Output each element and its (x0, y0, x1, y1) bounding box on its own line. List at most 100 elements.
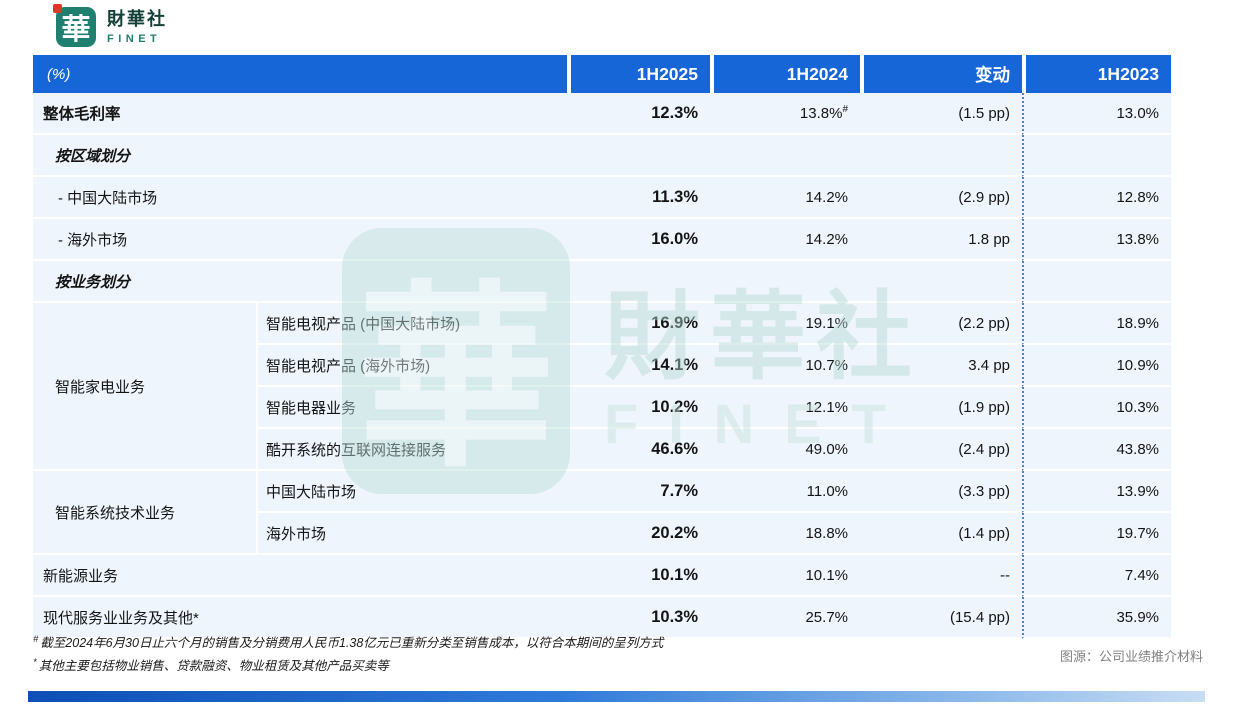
brand-header: 華 財華社 FINET (53, 4, 167, 47)
col-header-change: 变动 (860, 55, 1023, 93)
footnote-line: * 其他主要包括物业销售、贷款融资、物业租赁及其他产品买卖等 (33, 653, 663, 676)
value-1h2025-cell: 16.0% (567, 219, 711, 261)
footnote-line: # 截至2024年6月30日止六个月的销售及分销费用人民币1.38亿元已重新分类至… (33, 630, 663, 653)
footnote-mark: # (33, 634, 39, 645)
value-1h2023-cell: 10.3% (1022, 387, 1172, 429)
value-change-cell: (1.4 pp) (860, 513, 1023, 555)
table-row: 按业务划分 (33, 261, 1172, 303)
value-1h2024-cell: 12.1% (710, 387, 861, 429)
footnotes: # 截至2024年6月30日止六个月的销售及分销费用人民币1.38亿元已重新分类至… (33, 630, 663, 676)
value-change-cell: (2.4 pp) (860, 429, 1023, 471)
value-1h2025-cell: 16.9% (567, 303, 711, 345)
row-label-cell: 整体毛利率 (33, 93, 568, 135)
empty-cell (710, 261, 861, 303)
value-1h2024-cell: 25.7% (710, 597, 861, 639)
value-change-cell: (3.3 pp) (860, 471, 1023, 513)
empty-cell (1022, 261, 1172, 303)
sub-label-cell: 酷开系统的互联网连接服务 (258, 429, 568, 471)
value-1h2025-cell: 10.3% (567, 597, 711, 639)
empty-cell (710, 135, 861, 177)
value-1h2023-cell: 43.8% (1022, 429, 1172, 471)
value-1h2023-cell: 13.8% (1022, 219, 1172, 261)
row-label-cell: 新能源业务 (33, 555, 568, 597)
value-1h2024-cell: 14.2% (710, 177, 861, 219)
col-header-1h2023: 1H2023 (1022, 55, 1172, 93)
row-label-cell: - 中国大陆市场 (33, 177, 568, 219)
value-1h2024-cell: 10.7% (710, 345, 861, 387)
sub-label-cell: 海外市场 (258, 513, 568, 555)
value-change-cell: (2.9 pp) (860, 177, 1023, 219)
table-row: 智能电视产品 (海外市场) 14.1% 10.7% 3.4 pp 10.9% (33, 345, 1172, 387)
sub-label-cell: 智能电视产品 (海外市场) (258, 345, 568, 387)
value-1h2025-cell: 14.1% (567, 345, 711, 387)
gross-margin-card: (%) 1H2025 1H2024 变动 1H2023 整体毛利率 12.3% … (0, 55, 1172, 639)
group-label-cell: 智能系统技术业务 (33, 471, 258, 555)
footnote-mark: * (33, 657, 37, 669)
value-1h2023-cell: 13.9% (1022, 471, 1172, 513)
header-row: (%) 1H2025 1H2024 变动 1H2023 (33, 55, 1172, 93)
value-text: 13.8% (799, 105, 843, 122)
value-1h2024-cell: 11.0% (710, 471, 861, 513)
value-1h2023-cell: 35.9% (1022, 597, 1172, 639)
table-row: 现代服务业业务及其他* 10.3% 25.7% (15.4 pp) 35.9% (33, 597, 1172, 639)
empty-cell (567, 135, 711, 177)
table-row: 新能源业务 10.1% 10.1% -- 7.4% (33, 555, 1172, 597)
row-label-cell: - 海外市场 (33, 219, 568, 261)
image-source-credit: 图源：公司业绩推介材料 (1059, 649, 1203, 664)
value-1h2025-cell: 7.7% (567, 471, 711, 513)
value-change-cell: (1.5 pp) (860, 93, 1023, 135)
value-1h2023-cell: 19.7% (1022, 513, 1172, 555)
footnote-ref-mark: # (842, 104, 849, 115)
section-label-cell: 按区域划分 (33, 135, 568, 177)
table-row: 智能家电业务 智能电视产品 (中国大陆市场) 16.9% 19.1% (2.2 … (33, 303, 1172, 471)
brand-name-cn: 財華社 (107, 8, 167, 29)
table-row: 整体毛利率 12.3% 13.8%# (1.5 pp) 13.0% (33, 93, 1172, 135)
table-row: 智能电器业务 10.2% 12.1% (1.9 pp) 10.3% (33, 387, 1172, 429)
empty-cell (860, 135, 1023, 177)
table-row: 酷开系统的互联网连接服务 46.6% 49.0% (2.4 pp) 43.8% (33, 429, 1172, 471)
value-1h2023-cell: 12.8% (1022, 177, 1172, 219)
bottom-gradient-bar (28, 691, 1205, 702)
table-row: 海外市场 20.2% 18.8% (1.4 pp) 19.7% (33, 513, 1172, 555)
value-1h2023-cell: 7.4% (1022, 555, 1172, 597)
empty-cell (860, 261, 1023, 303)
empty-cell (1022, 135, 1172, 177)
sub-label-cell: 智能电视产品 (中国大陆市场) (258, 303, 568, 345)
gross-margin-table: (%) 1H2025 1H2024 变动 1H2023 整体毛利率 12.3% … (33, 55, 1172, 639)
value-change-cell: (1.9 pp) (860, 387, 1023, 429)
col-header-1h2025: 1H2025 (567, 55, 711, 93)
value-1h2025-cell: 12.3% (567, 93, 711, 135)
empty-cell (567, 261, 711, 303)
sub-label-cell: 中国大陆市场 (258, 471, 568, 513)
value-1h2024-cell: 14.2% (710, 219, 861, 261)
value-1h2024-cell: 49.0% (710, 429, 861, 471)
logo-red-dot-icon (53, 4, 62, 13)
col-header-1h2024: 1H2024 (710, 55, 861, 93)
col-header-unit: (%) (33, 55, 568, 93)
value-change-cell: (2.2 pp) (860, 303, 1023, 345)
table-row: 智能系统技术业务 中国大陆市场 7.7% 11.0% (3.3 pp) 13.9… (33, 471, 1172, 555)
value-1h2025-cell: 10.1% (567, 555, 711, 597)
footnote-text: 其他主要包括物业销售、贷款融资、物业租赁及其他产品买卖等 (38, 659, 389, 674)
value-1h2025-cell: 10.2% (567, 387, 711, 429)
finet-logo-glyph: 華 (61, 14, 91, 46)
table-row: - 海外市场 16.0% 14.2% 1.8 pp 13.8% (33, 219, 1172, 261)
section-label-cell: 按业务划分 (33, 261, 568, 303)
value-1h2024-cell: 19.1% (710, 303, 861, 345)
value-1h2023-cell: 10.9% (1022, 345, 1172, 387)
brand-text: 財華社 FINET (107, 9, 167, 45)
table-row: 按区域划分 (33, 135, 1172, 177)
sub-label-cell: 智能电器业务 (258, 387, 568, 429)
value-1h2024-cell: 13.8%# (710, 93, 861, 135)
footnote-text: 截至2024年6月30日止六个月的销售及分销费用人民币1.38亿元已重新分类至销… (40, 636, 664, 651)
group-label-cell: 智能家电业务 (33, 303, 258, 471)
row-label-cell: 现代服务业业务及其他* (33, 597, 568, 639)
value-1h2025-cell: 20.2% (567, 513, 711, 555)
table-row: - 中国大陆市场 11.3% 14.2% (2.9 pp) 12.8% (33, 177, 1172, 219)
value-1h2023-cell: 13.0% (1022, 93, 1172, 135)
value-1h2023-cell: 18.9% (1022, 303, 1172, 345)
value-change-cell: 3.4 pp (860, 345, 1023, 387)
value-change-cell: -- (860, 555, 1023, 597)
value-change-cell: 1.8 pp (860, 219, 1023, 261)
value-1h2024-cell: 18.8% (710, 513, 861, 555)
